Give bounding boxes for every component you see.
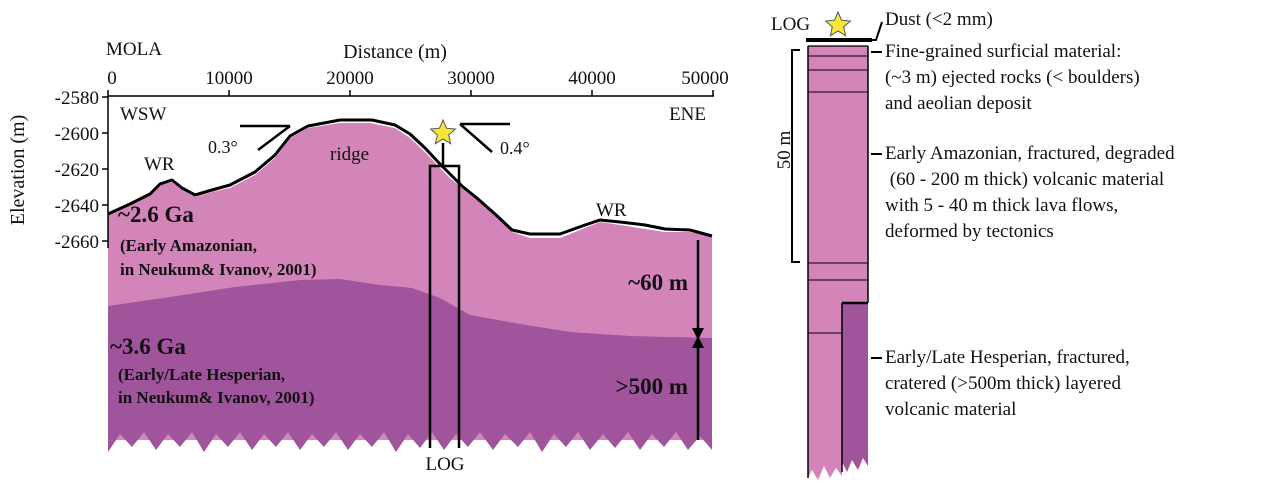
x-axis-title: Distance (m) bbox=[343, 41, 447, 63]
x-tick-label: 20000 bbox=[326, 68, 374, 89]
hesperian-unit-area bbox=[108, 279, 712, 452]
slope-right-symbol bbox=[459, 122, 510, 153]
upper-unit-age: ~2.6 Ga bbox=[118, 202, 194, 227]
x-tick-label: 0 bbox=[107, 68, 117, 89]
amazonian-description-line: with 5 - 40 m thick lava flows, bbox=[885, 195, 1118, 216]
dust-description: Dust (<2 mm) bbox=[885, 9, 993, 30]
x-tick-label: 10000 bbox=[205, 68, 253, 89]
log-amazonian-layer bbox=[808, 46, 868, 303]
thickness-arrows bbox=[692, 240, 704, 440]
star-icon bbox=[824, 10, 852, 37]
hesperian-description-line: cratered (>500m thick) layered bbox=[885, 373, 1121, 394]
lower-thickness-label: >500 m bbox=[615, 374, 688, 399]
x-tick-label: 40000 bbox=[568, 68, 616, 89]
amazonian-description-line: Early Amazonian, fractured, degraded bbox=[885, 143, 1175, 164]
log-leader-lines bbox=[868, 21, 883, 359]
y-tick-label: -2640 bbox=[55, 196, 99, 217]
upper-unit-note: (Early Amazonian, bbox=[120, 236, 257, 255]
y-tick-label: -2620 bbox=[55, 160, 99, 181]
hesperian-description-line: volcanic material bbox=[885, 399, 1016, 420]
amazonian-description-line: (60 - 200 m thick) volcanic material bbox=[885, 169, 1164, 190]
log-lower-left-fill bbox=[808, 303, 842, 480]
surficial-description-line: (~3 m) ejected rocks (< boulders) bbox=[885, 67, 1140, 88]
lower-unit-note: (Early/Late Hesperian, bbox=[118, 365, 285, 384]
log-hesperian-layer bbox=[842, 303, 868, 472]
slope-left-label: 0.3° bbox=[208, 137, 238, 157]
ridge-label: ridge bbox=[330, 144, 369, 165]
upper-thickness-label: ~60 m bbox=[628, 270, 688, 295]
slope-right-label: 0.4° bbox=[500, 138, 530, 158]
y-tick-label: -2660 bbox=[55, 232, 99, 253]
wrinkle-ridge-label-left: WR bbox=[144, 154, 175, 175]
profile-panel: -2580 -2600 -2620 -2640 -2660 Elevation … bbox=[7, 39, 729, 475]
slope-left-symbol bbox=[240, 124, 291, 151]
surficial-description-line: Fine-grained surficial material: bbox=[885, 41, 1121, 62]
x-axis-ticks bbox=[107, 90, 714, 96]
x-tick-label: 50000 bbox=[681, 68, 729, 89]
y-tick-label: -2600 bbox=[55, 124, 99, 145]
amazonian-description-line: deformed by tectonics bbox=[885, 221, 1054, 242]
y-tick-label: -2580 bbox=[55, 88, 99, 109]
upper-unit-note: in Neukum& Ivanov, 2001) bbox=[120, 260, 316, 279]
lower-unit-age: ~3.6 Ga bbox=[110, 334, 186, 359]
source-label: MOLA bbox=[106, 39, 162, 60]
lower-unit-note: in Neukum& Ivanov, 2001) bbox=[118, 388, 314, 407]
y-axis-title: Elevation (m) bbox=[7, 115, 29, 226]
star-icon bbox=[429, 118, 457, 145]
log-scale-bar bbox=[791, 49, 800, 263]
mola-profile-line bbox=[107, 118, 713, 238]
log-title: LOG bbox=[771, 14, 810, 35]
log-column-panel: 50 m LOG Dust (<2 mm) Fine-grained surfi… bbox=[771, 9, 1175, 480]
log-column-outline bbox=[807, 45, 869, 478]
log-label: LOG bbox=[425, 454, 464, 475]
hesperian-description-line: Early/Late Hesperian, fractured, bbox=[885, 347, 1130, 368]
direction-wsw: WSW bbox=[120, 104, 167, 125]
wrinkle-ridge-label-right: WR bbox=[596, 200, 627, 221]
surficial-description-line: and aeolian deposit bbox=[885, 93, 1032, 114]
direction-ene: ENE bbox=[669, 104, 706, 125]
y-axis-ticks bbox=[102, 96, 108, 242]
log-scale-label: 50 m bbox=[774, 131, 795, 170]
x-tick-label: 30000 bbox=[447, 68, 495, 89]
log-location-outline bbox=[428, 143, 461, 448]
